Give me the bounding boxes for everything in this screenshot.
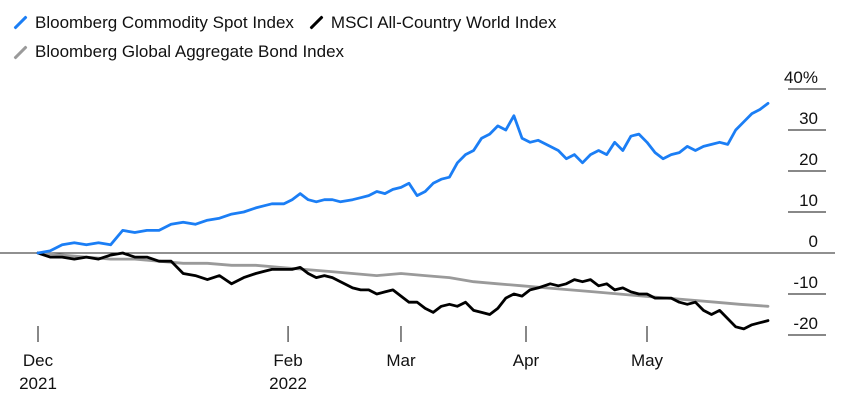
legend-label: Bloomberg Commodity Spot Index — [35, 12, 294, 32]
y-tick-label: 30 — [799, 109, 818, 128]
series-line-1 — [36, 251, 770, 331]
series-line-0 — [36, 102, 770, 255]
legend-label: MSCI All-Country World Index — [330, 12, 557, 32]
y-tick-label: 40% — [784, 68, 818, 87]
x-tick-label: Dec — [23, 351, 54, 370]
legend-label: Bloomberg Global Aggregate Bond Index — [35, 42, 345, 61]
y-tick-label: 20 — [799, 150, 818, 169]
x-tick-label: May — [631, 351, 664, 370]
tick-label-layer: 40% 30 20 10 0 -10 -20 Dec 2021 Feb 2022 Mar Apr May — [19, 68, 818, 393]
x-tick-label: Mar — [386, 351, 416, 370]
x-tick-sublabel: 2021 — [19, 374, 57, 393]
x-tick-sublabel: 2022 — [269, 374, 307, 393]
y-tick-label: -20 — [793, 314, 818, 333]
y-tick-label: 0 — [809, 232, 818, 251]
legend-item: Bloomberg Global Aggregate Bond Index — [12, 39, 344, 65]
legend-item: MSCI All-Country World Index — [308, 10, 556, 36]
legend: Bloomberg Commodity Spot Index MSCI All-C… — [12, 6, 812, 65]
series-layer — [36, 102, 770, 331]
x-tick-label: Feb — [273, 351, 302, 370]
y-tick-label: -10 — [793, 273, 818, 292]
legend-item: Bloomberg Commodity Spot Index — [12, 10, 294, 36]
axes-layer — [0, 88, 835, 342]
x-tick-label: Apr — [513, 351, 540, 370]
y-tick-label: 10 — [799, 191, 818, 210]
